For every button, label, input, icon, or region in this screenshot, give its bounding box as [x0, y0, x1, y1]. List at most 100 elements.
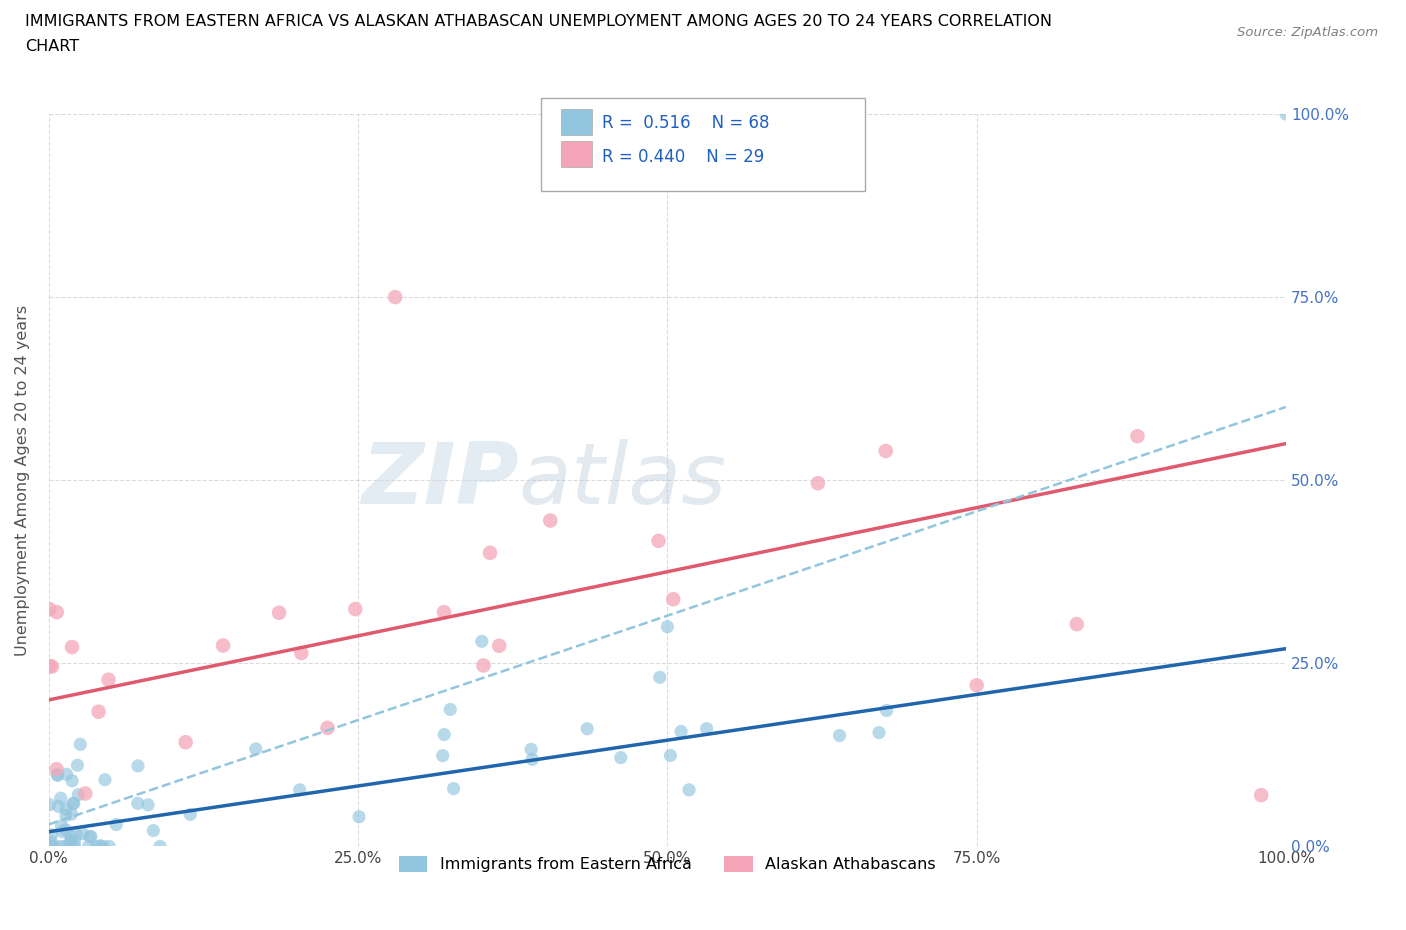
Point: [55, 822, 77, 837]
Point: [576, 722, 599, 737]
Point: [828, 728, 851, 743]
Point: [1275, 107, 1298, 122]
Point: [174, 735, 197, 750]
Point: [648, 670, 671, 684]
Point: [59, 834, 82, 849]
Point: [290, 645, 312, 660]
Point: [60, 829, 83, 844]
Point: [876, 703, 898, 718]
Point: [522, 752, 544, 767]
Point: [142, 823, 165, 838]
Point: [98, 839, 121, 854]
Point: [868, 725, 890, 740]
Point: [86, 839, 108, 854]
Point: [69, 737, 91, 751]
Point: [77, 839, 100, 854]
Point: [669, 724, 692, 739]
Point: [433, 727, 456, 742]
Point: [662, 591, 685, 606]
Point: [471, 634, 494, 649]
Point: [647, 534, 669, 549]
Point: [179, 807, 201, 822]
Point: [678, 782, 700, 797]
Point: [657, 619, 679, 634]
Point: [48, 799, 70, 814]
Point: [127, 796, 149, 811]
Text: atlas: atlas: [519, 439, 727, 522]
Point: [51, 818, 73, 833]
Point: [91, 839, 114, 854]
Point: [1250, 788, 1272, 803]
Point: [60, 640, 83, 655]
Legend: Immigrants from Eastern Africa, Alaskan Athabascans: Immigrants from Eastern Africa, Alaskan …: [392, 850, 942, 879]
Point: [46, 767, 69, 782]
Point: [807, 476, 830, 491]
Text: R = 0.440    N = 29: R = 0.440 N = 29: [602, 148, 763, 166]
Point: [62, 796, 84, 811]
Y-axis label: Unemployment Among Ages 20 to 24 years: Unemployment Among Ages 20 to 24 years: [15, 305, 30, 656]
Point: [94, 772, 117, 787]
Point: [245, 741, 267, 756]
Point: [38, 602, 60, 617]
Point: [60, 833, 83, 848]
Point: [62, 796, 84, 811]
Point: [347, 809, 370, 824]
Point: [875, 444, 897, 458]
Point: [212, 638, 235, 653]
Point: [659, 748, 682, 763]
Point: [39, 834, 62, 849]
Point: [696, 721, 718, 736]
Point: [1066, 617, 1088, 631]
Point: [288, 782, 311, 797]
Point: [97, 672, 120, 687]
Point: [1126, 429, 1149, 444]
Point: [49, 790, 72, 805]
Point: [52, 824, 75, 839]
Point: [136, 797, 159, 812]
Point: [79, 830, 101, 844]
Point: [55, 767, 77, 782]
Point: [267, 605, 290, 620]
Point: [41, 828, 63, 843]
Point: [41, 839, 63, 854]
Point: [67, 787, 90, 802]
Point: [89, 838, 111, 853]
Text: CHART: CHART: [25, 39, 79, 54]
Point: [72, 827, 94, 842]
Point: [49, 839, 72, 854]
Point: [538, 513, 561, 528]
Point: [55, 808, 77, 823]
Point: [105, 817, 128, 832]
Point: [60, 774, 83, 789]
Point: [344, 602, 367, 617]
Point: [610, 751, 633, 765]
Point: [433, 604, 456, 619]
Text: IMMIGRANTS FROM EASTERN AFRICA VS ALASKAN ATHABASCAN UNEMPLOYMENT AMONG AGES 20 : IMMIGRANTS FROM EASTERN AFRICA VS ALASKA…: [25, 14, 1052, 29]
Point: [38, 658, 60, 673]
Point: [432, 749, 454, 764]
Point: [45, 762, 67, 777]
Point: [55, 802, 77, 817]
Point: [66, 758, 89, 773]
Point: [63, 839, 86, 854]
Point: [384, 289, 406, 304]
Point: [63, 834, 86, 849]
Text: R =  0.516    N = 68: R = 0.516 N = 68: [602, 114, 769, 132]
Point: [149, 839, 172, 854]
Point: [966, 678, 988, 693]
Point: [80, 829, 103, 844]
Point: [520, 742, 543, 757]
Point: [479, 545, 502, 560]
Text: ZIP: ZIP: [361, 439, 519, 522]
Point: [45, 604, 67, 619]
Point: [443, 781, 465, 796]
Point: [46, 768, 69, 783]
Point: [42, 839, 65, 854]
Point: [60, 806, 83, 821]
Point: [127, 759, 149, 774]
Point: [41, 659, 63, 674]
Point: [87, 704, 110, 719]
Text: Source: ZipAtlas.com: Source: ZipAtlas.com: [1237, 26, 1378, 39]
Point: [75, 786, 97, 801]
Point: [316, 721, 339, 736]
